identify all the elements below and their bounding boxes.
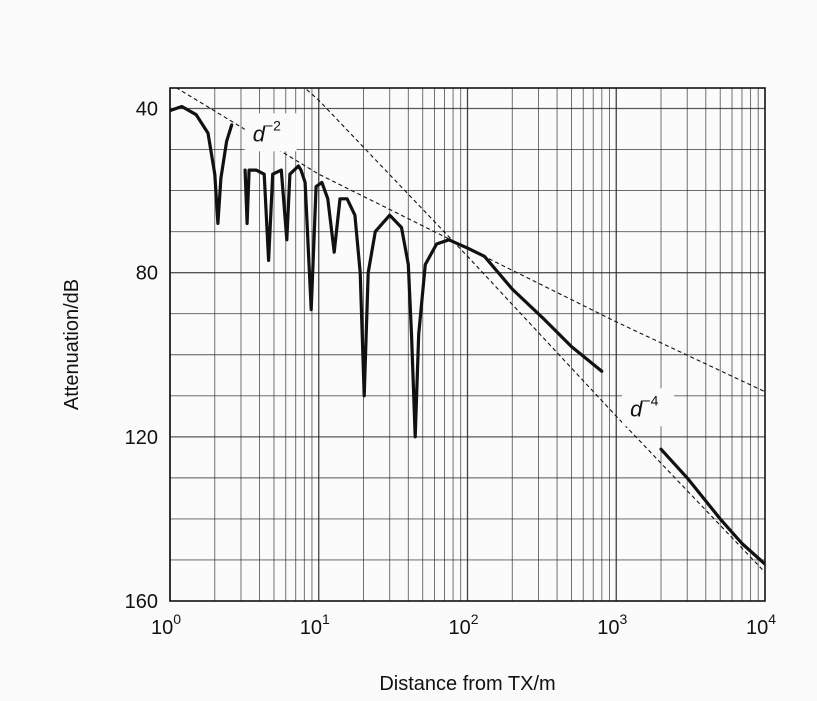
- y-tick-label: 40: [136, 99, 158, 121]
- x-tick-exponent: 4: [768, 611, 776, 627]
- x-tick-label: 103: [597, 611, 627, 639]
- attenuation-curve-segment-3: [659, 447, 765, 566]
- x-tick-label: 101: [300, 611, 330, 639]
- reference-lines: [175, 88, 765, 573]
- x-axis-title: Distance from TX/m: [379, 673, 555, 695]
- y-tick-label: 80: [136, 263, 158, 285]
- annotation-exponent: −2: [265, 117, 281, 133]
- attenuation-curve-segment-2: [243, 164, 604, 439]
- plot-frame: [169, 87, 766, 602]
- annotation-label: d−4: [622, 388, 675, 427]
- x-tick-exponent: 0: [173, 611, 181, 627]
- x-tick-exponent: 3: [619, 611, 627, 627]
- annotation-backing: [622, 388, 675, 427]
- y-axis-title: Attenuation/dB: [61, 279, 83, 410]
- annotation-label: d−2: [244, 113, 297, 152]
- x-tick-labels: 100 101 102 103 104: [151, 611, 776, 639]
- y-tick-label: 120: [125, 427, 158, 449]
- y-tick-labels: 40 80 120 160: [125, 99, 158, 613]
- x-tick-label: 104: [746, 611, 776, 639]
- annotation-backing: [244, 113, 297, 152]
- x-tick-exponent: 2: [471, 611, 479, 627]
- x-tick-exponent: 1: [322, 611, 330, 627]
- data-series: [170, 104, 765, 566]
- x-tick-label: 102: [448, 611, 478, 639]
- annotation-exponent: −4: [642, 392, 658, 408]
- reference-line-d-minus-4: [304, 88, 765, 573]
- y-tick-label: 160: [125, 591, 158, 613]
- annotations: d−2 d−4: [244, 113, 675, 427]
- reference-line-d-minus-2: [175, 88, 765, 393]
- x-tick-label: 100: [151, 611, 181, 639]
- attenuation-curve-segment-1: [170, 104, 234, 225]
- grid: [169, 88, 765, 601]
